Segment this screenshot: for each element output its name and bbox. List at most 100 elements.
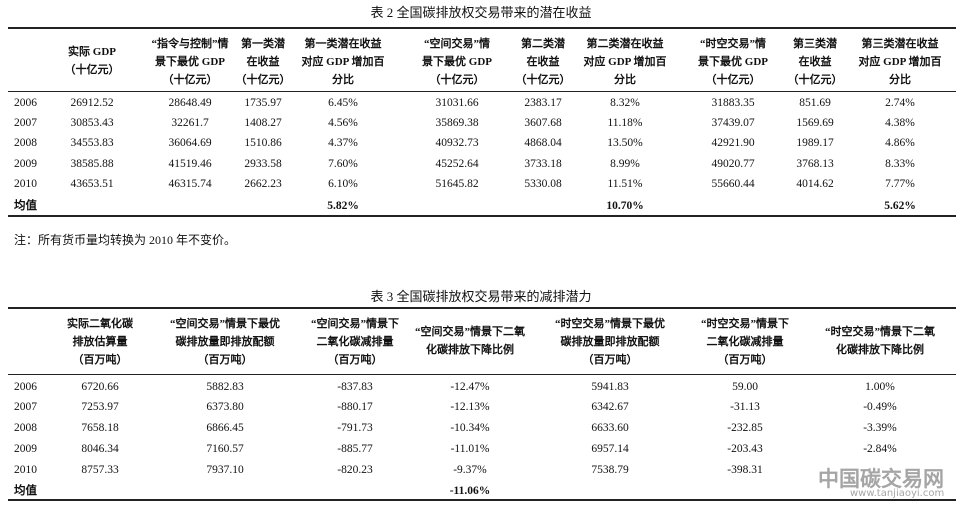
column-header: “时空交易”情景下最优: [555, 318, 665, 330]
cell: 43653.51: [70, 178, 114, 190]
cell: 4.38%: [885, 117, 915, 129]
cell: 28648.49: [168, 97, 212, 109]
cell: 6.45%: [328, 97, 358, 109]
column-header: 在收益: [246, 56, 280, 68]
table-title: 表 3 全国碳排放权交易带来的减排潜力: [370, 289, 592, 304]
cell: 26912.52: [70, 97, 114, 109]
cell: 8757.33: [81, 464, 119, 476]
top-rule: [8, 27, 956, 29]
cell: 4.86%: [885, 137, 915, 149]
cell: 6373.80: [206, 401, 244, 413]
cell: 4014.62: [796, 178, 834, 190]
cell: 3733.18: [524, 158, 562, 170]
cell: 37439.07: [711, 117, 755, 129]
cell: 7937.10: [206, 464, 244, 476]
cell: 49020.77: [711, 158, 755, 170]
cell: -837.83: [337, 381, 373, 393]
row-label: 2009: [14, 158, 37, 170]
column-header: （十亿元）: [162, 74, 218, 86]
watermark: 中国碳交易网: [818, 467, 944, 491]
cell: 3768.13: [796, 158, 834, 170]
cell: -398.31: [727, 464, 763, 476]
cell: 59.00: [732, 381, 758, 393]
row-label: 2009: [14, 443, 37, 455]
column-header: 分比: [889, 74, 911, 86]
cell: -0.49%: [863, 401, 897, 413]
cell: 6957.14: [591, 443, 629, 455]
cell: 6866.45: [206, 422, 244, 434]
cell: 41519.46: [168, 158, 212, 170]
cell: 4.37%: [328, 137, 358, 149]
cell: -12.13%: [450, 401, 490, 413]
column-header: （十亿元）: [429, 74, 485, 86]
cell: 46315.74: [168, 178, 212, 190]
cell: -12.47%: [450, 381, 490, 393]
row-label: 均值: [14, 200, 37, 212]
cell: -9.37%: [453, 464, 487, 476]
cell: -3.39%: [863, 422, 897, 434]
column-header: 第二类潜: [521, 38, 565, 50]
watermark-url: www.tanjiaoyi.com: [850, 488, 945, 499]
column-header: 景下最优 GDP: [422, 56, 492, 68]
cell: 35869.38: [435, 117, 479, 129]
column-header: “时空交易”情景下二氧: [825, 326, 935, 338]
cell: 40932.73: [435, 137, 479, 149]
cell: 1408.27: [244, 117, 282, 129]
cell: 7538.79: [591, 464, 629, 476]
cell: 55660.44: [711, 178, 755, 190]
cell: -31.13: [730, 401, 760, 413]
cell: -880.17: [337, 401, 373, 413]
cell: 7253.97: [81, 401, 119, 413]
column-header: 第一类潜: [241, 38, 285, 50]
column-header: “空间交易”情: [424, 38, 490, 50]
column-header: （百万吨）: [197, 354, 253, 366]
column-header: “空间交易”情景下: [311, 318, 399, 330]
note: 注：所有货币量均转换为 2010 年不变价。: [14, 233, 237, 247]
column-header: （十亿元）: [64, 64, 120, 76]
column-header: 第三类潜在收益: [861, 38, 939, 50]
cell: 2.74%: [885, 97, 915, 109]
cell: 5.82%: [327, 200, 359, 212]
column-header: 景下最优 GDP: [155, 56, 225, 68]
column-header: 化碳排放下降比例: [426, 344, 514, 356]
table-title: 表 2 全国碳排放权交易带来的潜在收益: [370, 5, 592, 20]
top-rule: [8, 307, 956, 309]
cell: 1989.17: [796, 137, 834, 149]
column-header: 二氧化碳减排量: [316, 336, 394, 348]
cell: 30853.43: [70, 117, 114, 129]
cell: 4.56%: [328, 117, 358, 129]
cell: 51645.82: [435, 178, 479, 190]
cell: 1510.86: [244, 137, 282, 149]
cell: 7160.57: [206, 443, 244, 455]
cell: 6633.60: [591, 422, 629, 434]
column-header: “空间交易”情景下最优: [170, 318, 280, 330]
row-label: 2006: [14, 97, 37, 109]
column-header: （十亿元）: [235, 74, 291, 86]
cell: 11.18%: [607, 117, 643, 129]
column-header: “时空交易”情: [700, 38, 766, 50]
column-header: （百万吨）: [582, 354, 638, 366]
cell: 6342.67: [591, 401, 629, 413]
cell: -11.06%: [449, 485, 491, 497]
cell: 2933.58: [244, 158, 282, 170]
cell: 8046.34: [81, 443, 119, 455]
row-label: 2007: [14, 117, 37, 129]
cell: 13.50%: [607, 137, 643, 149]
cell: -2.84%: [863, 443, 897, 455]
cell: -203.43: [727, 443, 763, 455]
column-header: 在收益: [798, 56, 832, 68]
row-label: 2008: [14, 137, 37, 149]
cell: 5330.08: [524, 178, 562, 190]
column-header: 分比: [614, 74, 636, 86]
cell: 1.00%: [865, 381, 895, 393]
cell: 36064.69: [168, 137, 212, 149]
cell: 34553.83: [70, 137, 114, 149]
row-label: 2008: [14, 422, 37, 434]
cell: -11.01%: [450, 443, 490, 455]
cell: 8.32%: [610, 97, 640, 109]
row-label: 2006: [14, 381, 37, 393]
cell: 6.10%: [328, 178, 358, 190]
column-header: 实际二氧化碳: [67, 318, 133, 330]
cell: 851.69: [799, 97, 831, 109]
row-label: 2010: [14, 464, 37, 476]
